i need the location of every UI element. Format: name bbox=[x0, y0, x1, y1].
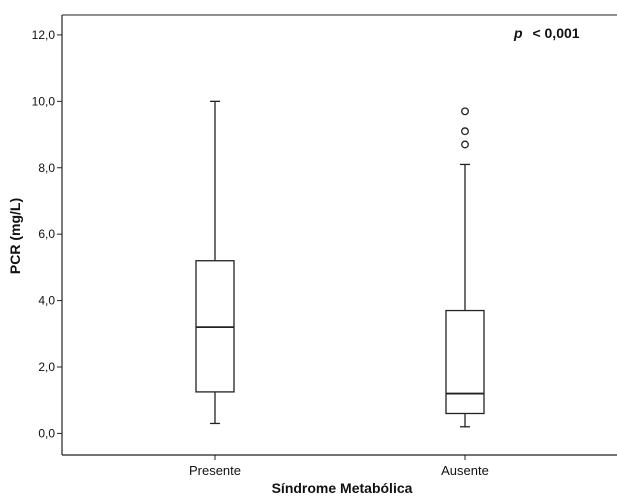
x-category-label: Presente bbox=[189, 463, 241, 478]
y-tick-label: 4,0 bbox=[38, 294, 55, 308]
x-axis-title: Síndrome Metabólica bbox=[272, 480, 413, 496]
outlier-point bbox=[461, 127, 469, 136]
y-tick-label: 10,0 bbox=[32, 94, 56, 108]
outlier-point bbox=[461, 140, 469, 149]
y-tick-label: 12,0 bbox=[32, 28, 56, 42]
p-value-symbol: p bbox=[513, 25, 523, 41]
box-presente bbox=[195, 100, 235, 425]
y-tick-label: 0,0 bbox=[38, 426, 55, 440]
outlier-point bbox=[461, 107, 469, 116]
y-tick-label: 8,0 bbox=[38, 161, 55, 175]
y-tick-label: 6,0 bbox=[38, 227, 55, 241]
x-category-label: Ausente bbox=[441, 463, 489, 478]
y-tick-label: 2,0 bbox=[38, 360, 55, 374]
p-value-text: < 0,001 bbox=[532, 25, 579, 41]
box-ausente bbox=[445, 107, 485, 428]
iqr-box bbox=[445, 309, 485, 415]
p-value-annotation: p < 0,001 bbox=[513, 25, 580, 41]
y-axis-title: PCR (mg/L) bbox=[7, 198, 23, 274]
